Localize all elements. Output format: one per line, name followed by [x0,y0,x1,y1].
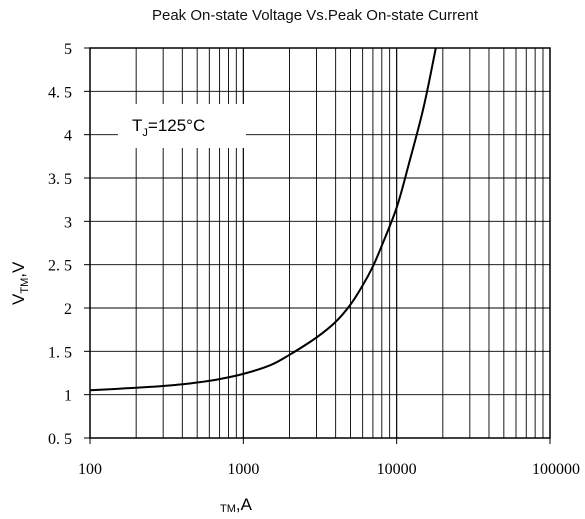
y-tick-label: 3. 5 [48,171,72,188]
y-tick-label: 4 [64,128,72,145]
tick-labels: 0. 5 1 1. 5 2 2. 5 3 3. 5 4 4. 5 5 100 1000 10000 100… [48,41,580,478]
y-tick-label: 5 [64,41,72,58]
y-axis-label: VTM,V [9,261,31,305]
annotation-box: TJ=125°C [118,104,246,148]
y-tick-label: 1 [64,388,72,405]
y-tick-label: 1. 5 [48,344,72,361]
x-tick-label: 1000 [227,461,259,478]
annotation-text: TJ=125°C [132,116,205,139]
y-tick-label: 2 [64,301,72,318]
x-tick-label: 10000 [377,461,417,478]
x-tick-label: 100 [78,461,102,478]
y-tick-label: 4. 5 [48,84,72,101]
plot-frame [89,47,551,439]
x-axis-label: TM,A [220,495,253,515]
series-line [89,47,437,392]
annotation-background [118,104,246,148]
y-tick-label: 3 [64,214,72,231]
y-tick-label: 0. 5 [48,431,72,448]
x-tick-label: 100000 [532,461,580,478]
series-points [90,48,436,390]
y-tick-label: 2. 5 [48,258,72,275]
chart-title: Peak On-state Voltage Vs.Peak On-state C… [152,7,479,24]
